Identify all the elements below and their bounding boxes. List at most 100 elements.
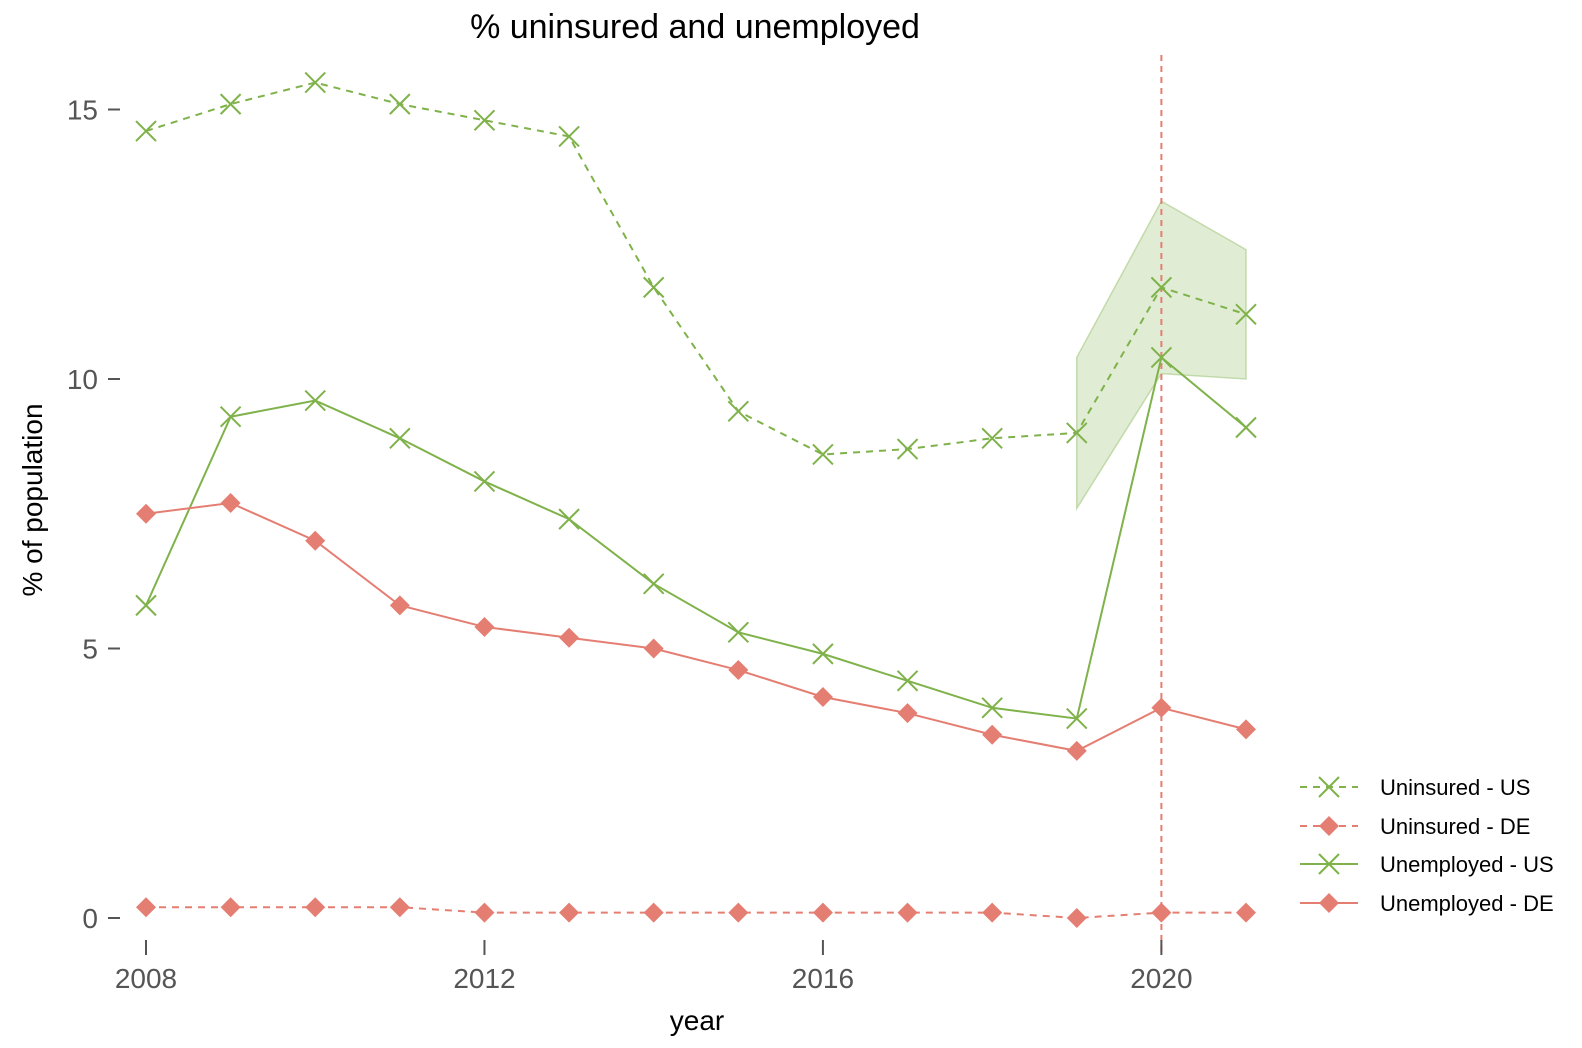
x-axis-title: year	[670, 1005, 724, 1036]
point-uninsured-us-2014	[642, 276, 665, 299]
point-unemployed-de-2019	[1066, 740, 1087, 761]
point-unemployed-us-2011	[389, 427, 411, 449]
point-uninsured-us-2009-stroke-b	[219, 93, 242, 115]
x-tick-label-2020: 2020	[1130, 963, 1192, 994]
legend-swatch-marker-uninsured-us-stroke-b	[1318, 776, 1340, 798]
point-uninsured-us-2021	[1235, 303, 1257, 326]
series-uninsured-de	[136, 897, 1256, 928]
point-uninsured-us-2019-stroke-b	[1066, 422, 1088, 444]
point-uninsured-de-2009	[220, 897, 241, 918]
point-uninsured-us-2017	[896, 438, 919, 460]
legend-label-unemployed-us: Unemployed - US	[1380, 852, 1554, 877]
point-uninsured-de-2018	[982, 902, 1003, 923]
point-unemployed-de-2016	[812, 687, 833, 708]
point-unemployed-us-2016-stroke-b	[812, 643, 834, 665]
point-uninsured-de-2010	[305, 897, 326, 918]
point-uninsured-de-2008	[136, 897, 156, 918]
point-unemployed-de-2020	[1151, 697, 1172, 718]
y-tick-label-0: 0	[82, 903, 98, 934]
legend-label-uninsured-us: Uninsured - US	[1380, 775, 1530, 800]
point-uninsured-us-2008-stroke-b	[135, 120, 157, 142]
point-uninsured-us-2020-stroke-b	[1150, 276, 1173, 299]
point-unemployed-us-2021	[1235, 416, 1257, 439]
point-unemployed-de-2012	[474, 616, 495, 637]
point-uninsured-us-2010	[304, 71, 326, 94]
y-tick-label-10: 10	[67, 364, 98, 395]
point-uninsured-de-2021	[1236, 902, 1256, 923]
point-unemployed-us-2011-stroke-b	[389, 427, 411, 449]
point-unemployed-us-2012-stroke-b	[473, 470, 496, 493]
point-unemployed-de-2013	[559, 627, 580, 648]
point-unemployed-de-2018	[982, 724, 1003, 745]
point-unemployed-de-2009	[220, 492, 241, 513]
point-unemployed-us-2010-stroke-b	[304, 389, 326, 412]
point-uninsured-us-2010-stroke-b	[304, 71, 326, 94]
point-unemployed-us-2019	[1066, 707, 1088, 730]
point-uninsured-de-2020	[1151, 902, 1172, 923]
point-unemployed-de-2014	[643, 638, 664, 659]
chart-title: % uninsured and unemployed	[470, 8, 920, 46]
point-unemployed-de-2010	[305, 530, 326, 551]
point-uninsured-us-2015	[727, 400, 750, 423]
legend-swatch-marker-unemployed-us-stroke-b	[1318, 853, 1340, 875]
point-uninsured-us-2014-stroke-b	[642, 276, 665, 299]
legend-item-uninsured-de: Uninsured - DE	[1300, 814, 1530, 839]
series-line-uninsured-us	[145, 81, 1247, 456]
point-unemployed-us-2020	[1150, 346, 1173, 369]
point-uninsured-us-2011	[389, 93, 411, 115]
point-uninsured-us-2008	[135, 120, 157, 142]
series-line-uninsured-de	[146, 906, 1246, 920]
series-uninsured-us	[135, 71, 1257, 466]
point-uninsured-us-2015-stroke-b	[727, 400, 750, 423]
series-line-unemployed-de	[145, 501, 1247, 752]
legend-item-unemployed-us: Unemployed - US	[1300, 852, 1554, 877]
point-unemployed-us-2008-stroke-b	[135, 594, 157, 617]
legend-swatch-marker-unemployed-de	[1319, 893, 1339, 913]
series-unemployed-de	[136, 492, 1256, 761]
series-unemployed-us	[135, 346, 1257, 730]
point-uninsured-us-2012	[473, 109, 496, 131]
legend-label-uninsured-de: Uninsured - DE	[1380, 814, 1530, 839]
y-tick-label-15: 15	[67, 95, 98, 126]
legend-item-unemployed-de: Unemployed - DE	[1300, 891, 1554, 916]
legend: Uninsured - US Uninsured - DE Unemployed -…	[1300, 775, 1554, 916]
point-unemployed-us-2018-stroke-b	[981, 697, 1003, 719]
series-line-unemployed-us	[145, 355, 1247, 720]
y-axis-title: % of population	[17, 403, 48, 596]
point-unemployed-de-2011	[389, 595, 410, 616]
point-uninsured-us-2016-stroke-b	[812, 443, 834, 466]
point-unemployed-us-2008	[135, 594, 157, 617]
point-unemployed-us-2021-stroke-b	[1235, 416, 1257, 439]
point-uninsured-us-2021-stroke-b	[1235, 303, 1257, 326]
point-unemployed-us-2016	[812, 643, 834, 665]
legend-swatch-marker-uninsured-de	[1319, 816, 1339, 836]
point-unemployed-us-2013-stroke-b	[558, 508, 580, 530]
legend-label-unemployed-de: Unemployed - DE	[1380, 891, 1554, 916]
point-uninsured-us-2019	[1066, 422, 1088, 444]
y-tick-label-5: 5	[82, 634, 98, 665]
point-uninsured-us-2017-stroke-b	[896, 438, 919, 460]
point-uninsured-de-2012	[474, 902, 495, 923]
legend-item-uninsured-us: Uninsured - US	[1300, 775, 1530, 800]
point-uninsured-us-2009	[219, 93, 242, 115]
point-unemployed-de-2008	[136, 503, 156, 524]
point-uninsured-us-2011-stroke-b	[389, 93, 411, 115]
point-unemployed-us-2009-stroke-b	[219, 406, 242, 428]
point-unemployed-us-2015	[727, 621, 750, 644]
point-unemployed-de-2015	[728, 660, 749, 681]
point-uninsured-de-2019	[1066, 908, 1087, 928]
point-unemployed-us-2017-stroke-b	[896, 670, 919, 692]
x-tick-label-2008: 2008	[115, 963, 177, 994]
x-tick-label-2012: 2012	[453, 963, 515, 994]
point-uninsured-us-2013-stroke-b	[558, 125, 580, 148]
point-unemployed-us-2015-stroke-b	[727, 621, 750, 644]
point-unemployed-de-2021	[1236, 719, 1256, 740]
point-uninsured-us-2018-stroke-b	[981, 427, 1003, 449]
point-uninsured-de-2011	[389, 897, 410, 918]
point-uninsured-de-2013	[559, 902, 580, 923]
point-uninsured-us-2012-stroke-b	[473, 109, 496, 131]
legend-swatch-marker-uninsured-us	[1318, 776, 1340, 798]
point-uninsured-de-2016	[812, 902, 833, 923]
